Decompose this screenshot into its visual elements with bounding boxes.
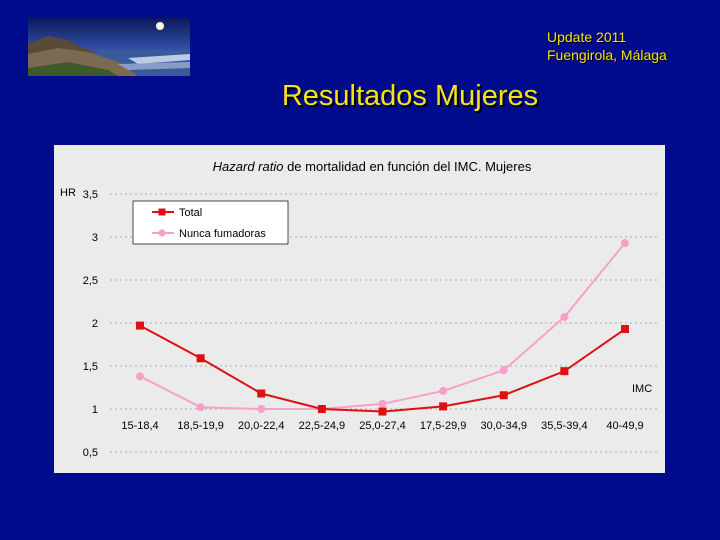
update-location: Fuengirola, Málaga [547, 47, 667, 63]
y-tick-labels: 3,5 3 2,5 2 1,5 1 0,5 [83, 189, 98, 459]
data-point-total [499, 391, 508, 400]
x-axis-label: IMC [632, 383, 652, 395]
x-tick-label: 18,5-19,9 [177, 420, 223, 432]
x-tick-label: 15-18,4 [121, 420, 158, 432]
y-tick-label: 1 [92, 404, 98, 416]
update-info: Update 2011 Fuengirola, Málaga [547, 28, 667, 64]
y-axis-label: HR [60, 187, 76, 199]
y-tick-label: 2,5 [83, 275, 98, 287]
chart-title-rest: de mortalidad en función del IMC. Mujere… [283, 159, 531, 174]
y-tick-label: 1,5 [83, 361, 98, 373]
data-point-total [317, 405, 326, 413]
y-tick-label: 3,5 [83, 189, 98, 201]
data-point-nunca-fumadoras [257, 405, 266, 413]
data-point-total [136, 321, 144, 330]
hazard-ratio-chart: Hazard ratio de mortalidad en función de… [60, 159, 658, 459]
update-year: Update 2011 [547, 29, 627, 45]
series-line-nunca-fumadoras [139, 242, 626, 410]
y-tick-label: 0,5 [83, 447, 98, 459]
series-line-total [139, 324, 626, 413]
data-point-total [560, 367, 569, 376]
legend-nunca-label: Nunca fumadoras [179, 228, 266, 240]
y-tick-label: 2 [92, 318, 98, 330]
legend-nunca-marker [158, 229, 166, 237]
legend-total-marker [158, 208, 166, 216]
data-point-nunca-fumadoras [136, 372, 144, 381]
x-tick-label: 25,0-27,4 [359, 420, 405, 432]
beach-photo [28, 18, 190, 76]
data-point-nunca-fumadoras [439, 386, 448, 395]
chart-title: Hazard ratio de mortalidad en función de… [213, 159, 532, 174]
x-tick-label: 20,0-22,4 [238, 420, 284, 432]
data-point-total [196, 354, 205, 363]
x-tick-label: 30,0-34,9 [481, 420, 527, 432]
page-title: Resultados Mujeres [281, 80, 539, 112]
x-tick-labels: 15-18,4 18,5-19,9 20,0-22,4 22,5-24,9 25,0-2… [121, 420, 643, 432]
chart-title-italic: Hazard ratio [213, 159, 284, 174]
data-point-total [621, 325, 629, 334]
x-tick-label: 22,5-24,9 [299, 420, 345, 432]
data-point-nunca-fumadoras [621, 239, 629, 248]
x-tick-label: 40-49,9 [606, 420, 643, 432]
data-point-nunca-fumadoras [560, 312, 569, 321]
x-tick-label: 17,5-29,9 [420, 420, 466, 432]
data-point-nunca-fumadoras [196, 403, 205, 412]
x-tick-label: 35,5-39,4 [541, 420, 587, 432]
chart-panel: Hazard ratio de mortalidad en función de… [54, 145, 665, 473]
y-tick-label: 3 [92, 232, 98, 244]
data-point-total [378, 407, 387, 416]
data-point-total [439, 402, 448, 411]
data-point-nunca-fumadoras [499, 366, 508, 375]
series-layer [136, 239, 629, 416]
data-point-total [257, 389, 266, 398]
data-point-nunca-fumadoras [378, 399, 387, 408]
legend-box [132, 200, 289, 245]
legend-total-label: Total [179, 207, 202, 219]
legend: Total Nunca fumadoras [132, 200, 289, 245]
